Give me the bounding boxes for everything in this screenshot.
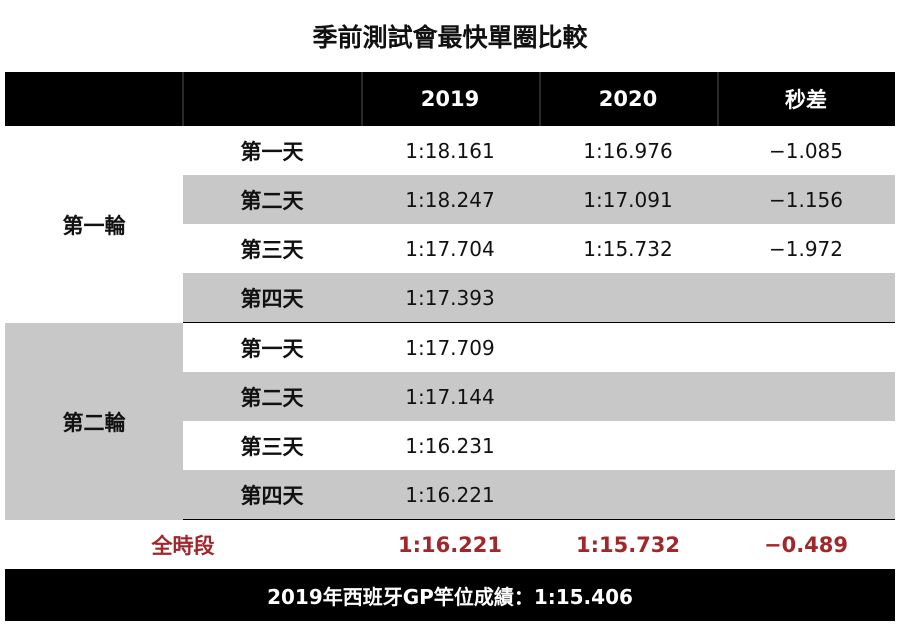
table-row: 第四天 1:17.393 — [183, 273, 895, 322]
day-label: 第四天 — [240, 286, 304, 311]
total-row: 全時段 1:16.221 1:15.732 −0.489 — [5, 520, 895, 569]
total-2020: 1:15.732 — [575, 532, 681, 557]
time-2020: 1:16.976 — [583, 138, 673, 163]
time-2020 — [539, 470, 717, 519]
time-2019: 1:17.709 — [405, 335, 495, 360]
header-2019: 2019 — [420, 87, 480, 111]
day-label: 第四天 — [240, 483, 304, 508]
group-label-cell: 第一輪 — [5, 126, 183, 323]
table-row: 第四天 1:16.221 — [183, 470, 895, 519]
header-divider — [361, 72, 363, 126]
time-2020 — [539, 372, 717, 421]
time-diff — [717, 470, 895, 519]
group-label: 第二輪 — [62, 410, 126, 435]
table-row: 第一天 1:17.709 — [183, 323, 895, 372]
comparison-table: 2019 2020 秒差 第一輪 第二輪 第一天 1:18.161 1:16.9… — [5, 72, 895, 621]
time-2020 — [539, 421, 717, 470]
page-title: 季前測試會最快單圈比較 — [312, 23, 588, 52]
time-2019: 1:17.704 — [405, 236, 495, 261]
time-2019: 1:16.231 — [405, 433, 495, 458]
table-row: 第三天 1:17.704 1:15.732 −1.972 — [183, 224, 895, 273]
time-2020 — [539, 323, 717, 372]
table-row: 第一天 1:18.161 1:16.976 −1.085 — [183, 126, 895, 175]
header-diff: 秒差 — [785, 88, 827, 112]
group-label: 第一輪 — [62, 213, 126, 238]
time-diff — [717, 323, 895, 372]
day-label: 第二天 — [240, 385, 304, 410]
total-2019: 1:16.221 — [397, 532, 503, 557]
time-2019: 1:18.161 — [405, 138, 495, 163]
day-label: 第一天 — [240, 336, 304, 361]
header-divider — [539, 72, 541, 126]
day-label: 第二天 — [240, 188, 304, 213]
time-diff — [717, 273, 895, 322]
time-diff — [717, 421, 895, 470]
time-2020: 1:15.732 — [583, 236, 673, 261]
day-label: 第一天 — [240, 139, 304, 164]
day-label: 第三天 — [240, 434, 304, 459]
time-2019: 1:17.393 — [405, 285, 495, 310]
time-diff: −1.156 — [768, 187, 843, 212]
pole-time-footer: 2019年西班牙GP竿位成績：1:15.406 — [267, 584, 633, 609]
group-label-cell: 第二輪 — [5, 323, 183, 520]
total-label: 全時段 — [151, 533, 215, 558]
total-diff: −0.489 — [763, 532, 849, 557]
time-diff — [717, 372, 895, 421]
time-2019: 1:17.144 — [405, 384, 495, 409]
time-2019: 1:16.221 — [405, 482, 495, 507]
header-divider — [182, 72, 184, 126]
time-2020 — [539, 273, 717, 322]
time-2019: 1:18.247 — [405, 187, 495, 212]
table-row: 第二天 1:17.144 — [183, 372, 895, 421]
time-2020: 1:17.091 — [583, 187, 673, 212]
time-diff: −1.085 — [768, 138, 843, 163]
time-diff: −1.972 — [768, 236, 843, 261]
header-divider — [717, 72, 719, 126]
header-2020: 2020 — [598, 87, 658, 111]
table-row: 第二天 1:18.247 1:17.091 −1.156 — [183, 175, 895, 224]
table-row: 第三天 1:16.231 — [183, 421, 895, 470]
day-label: 第三天 — [240, 237, 304, 262]
